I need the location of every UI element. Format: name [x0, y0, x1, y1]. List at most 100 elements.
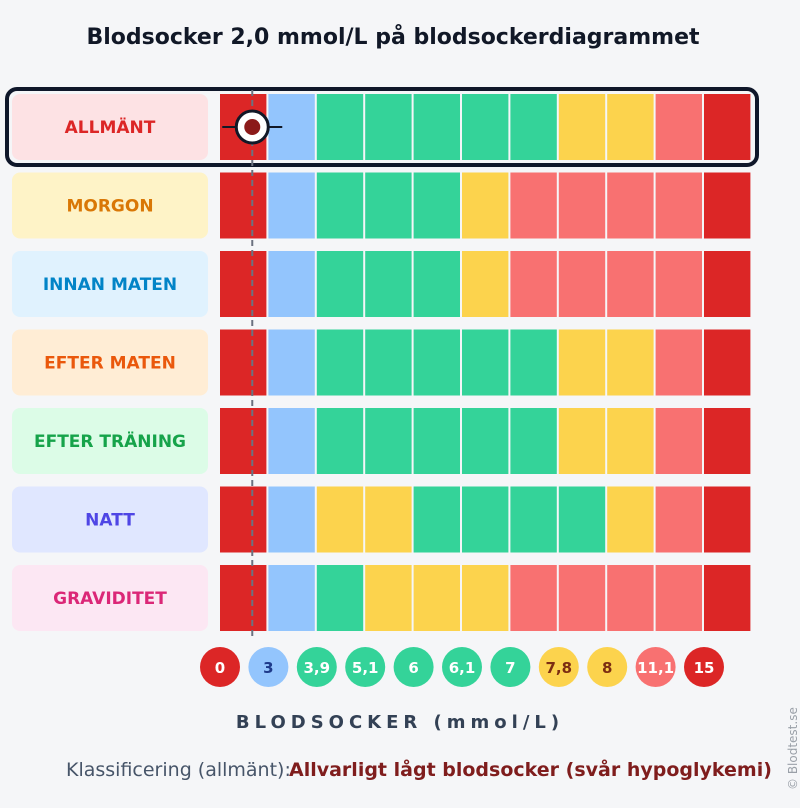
tick-label: 6,1 — [449, 659, 476, 677]
bar-segment — [558, 94, 606, 160]
bar-segment — [655, 251, 702, 317]
bar-segment — [268, 329, 315, 396]
tick-circle — [200, 647, 240, 687]
bar-segment — [316, 172, 364, 239]
tick-label: 0 — [215, 659, 225, 677]
bar-segment — [607, 565, 654, 631]
bar-segment — [655, 172, 702, 239]
bar-segment — [365, 94, 412, 160]
bar-segment — [316, 329, 364, 396]
bar-segment — [462, 329, 509, 396]
bar-segment — [704, 172, 751, 239]
row-label: GRAVIDITET — [53, 589, 167, 609]
bar-segment — [462, 486, 509, 553]
bar-segment — [462, 94, 509, 160]
tick-circle — [345, 647, 386, 687]
bar-segment — [704, 94, 751, 160]
bar-segment — [558, 251, 606, 317]
classification-label: Klassificering (allmänt): — [66, 759, 291, 781]
bar-segment — [365, 172, 412, 239]
row-label-bg — [12, 94, 208, 160]
bar-segment — [413, 486, 460, 553]
bar-segment — [655, 408, 702, 474]
row-label-bg — [12, 565, 208, 631]
bar-segment — [220, 172, 267, 239]
row-label: EFTER TRÄNING — [34, 430, 186, 452]
row-label-bg — [12, 172, 208, 239]
bar-segment — [655, 565, 702, 631]
classification-value: Allvarligt lågt blodsocker (svår hypogly… — [289, 757, 772, 781]
bar-segment — [413, 408, 460, 474]
bar-segment — [704, 565, 751, 631]
bar-segment — [413, 329, 460, 396]
bar-segment — [316, 94, 364, 160]
chart-title: Blodsocker 2,0 mmol/L på blodsockerdiagr… — [86, 24, 700, 50]
bar-segment — [510, 251, 557, 317]
bar-segment — [607, 251, 654, 317]
tick-circle — [684, 647, 724, 687]
row-label-bg — [12, 251, 208, 317]
row-label: INNAN MATEN — [43, 275, 177, 295]
row-label: NATT — [85, 511, 135, 531]
row-label-bg — [12, 329, 208, 396]
tick-circle — [442, 647, 482, 687]
bar-segment — [607, 329, 654, 396]
row-label: MORGON — [66, 197, 153, 217]
tick-label: 7 — [505, 659, 515, 677]
tick-circle — [587, 647, 628, 687]
bar-segment — [607, 486, 654, 553]
bar-segment — [365, 329, 412, 396]
bar-segment — [704, 486, 751, 553]
bar-segment — [510, 565, 557, 631]
bar-segment — [655, 329, 702, 396]
bar-segment — [413, 172, 460, 239]
tick-circle — [248, 647, 289, 687]
tick-label: 11,1 — [637, 659, 674, 677]
bar-segment — [316, 251, 364, 317]
bar-segment — [558, 329, 606, 396]
bar-segment — [510, 408, 557, 474]
bar-segment — [365, 565, 412, 631]
tick-label: 5,1 — [352, 659, 379, 677]
bar-segment — [704, 329, 751, 396]
bar-segment — [268, 565, 315, 631]
bar-segment — [462, 172, 509, 239]
bar-segment — [607, 408, 654, 474]
tick-circle — [490, 647, 531, 687]
bar-segment — [316, 486, 364, 553]
tick-label: 15 — [694, 659, 715, 677]
marker-dot — [244, 119, 261, 135]
bar-segment — [510, 172, 557, 239]
bar-segment — [365, 251, 412, 317]
tick-circle — [296, 647, 337, 687]
row-label-bg — [12, 408, 208, 474]
bar-segment — [413, 94, 460, 160]
bar-segment — [510, 486, 557, 553]
bar-segment — [365, 486, 412, 553]
bar-segment — [413, 251, 460, 317]
tick-label: 7,8 — [546, 659, 573, 677]
bar-segment — [268, 486, 315, 553]
bar-segment — [220, 329, 267, 396]
bar-segment — [607, 94, 654, 160]
bar-segment — [220, 486, 267, 553]
tick-label: 3,9 — [304, 659, 331, 677]
row-label: EFTER MATEN — [44, 354, 176, 374]
selected-row-frame — [5, 87, 759, 167]
bar-segment — [558, 408, 606, 474]
bar-segment — [704, 408, 751, 474]
bar-segment — [558, 172, 606, 239]
bar-segment — [655, 94, 702, 160]
bar-segment — [413, 565, 460, 631]
bar-segment — [268, 172, 315, 239]
row-label-bg — [12, 486, 208, 553]
watermark: © Blodtest.se — [786, 707, 800, 790]
tick-label: 8 — [602, 659, 612, 677]
bar-segment — [607, 172, 654, 239]
x-axis-label: BLODSOCKER (mmol/L) — [236, 712, 564, 733]
bar-segment — [268, 251, 315, 317]
bar-segment — [462, 565, 509, 631]
tick-circle — [538, 647, 579, 687]
bar-segment — [316, 408, 364, 474]
